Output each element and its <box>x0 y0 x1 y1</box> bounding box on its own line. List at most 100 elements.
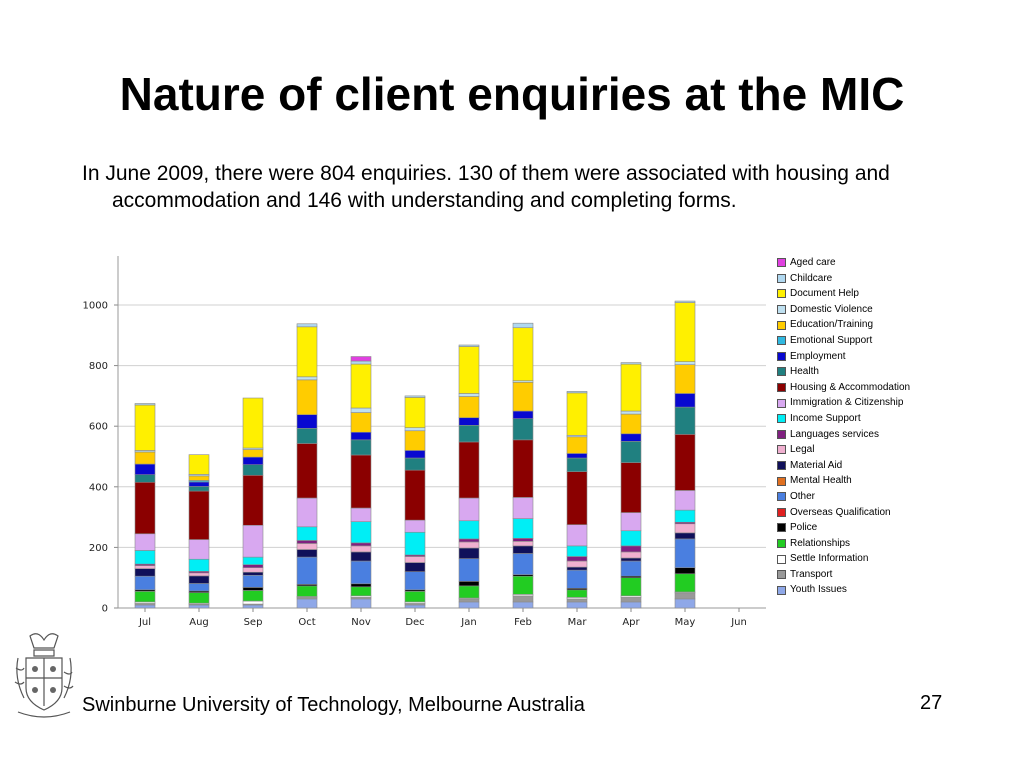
legend-item: Transport <box>777 567 1017 583</box>
bar-segment <box>134 474 156 483</box>
legend-item: Overseas Qualification <box>777 505 1017 521</box>
y-tick-label: 1000 <box>83 301 108 312</box>
bar-segment <box>134 463 156 475</box>
bar-segment <box>134 481 156 535</box>
bar-segment <box>404 556 426 563</box>
legend-swatch <box>777 492 786 502</box>
bar-segment <box>620 433 642 442</box>
bar-segment <box>458 538 480 543</box>
bar-segment <box>350 507 372 522</box>
bar-segment <box>134 575 156 591</box>
legend-label: Mental Health <box>790 475 852 487</box>
bar-segment <box>188 486 210 492</box>
bar-segment <box>566 524 588 547</box>
bar-segment <box>188 572 210 577</box>
bar-segment <box>242 574 264 588</box>
bar-segment <box>350 598 372 609</box>
legend-item: Domestic Violence <box>777 302 1017 318</box>
bar-segment <box>458 497 480 522</box>
legend-swatch <box>777 305 786 315</box>
bar-segment <box>242 604 264 609</box>
bar-segment <box>566 556 588 562</box>
bar-segment <box>242 464 264 476</box>
legend-item: Material Aid <box>777 458 1017 474</box>
bar-segment <box>188 481 210 487</box>
bar-segment <box>242 564 264 569</box>
bar-segment <box>620 512 642 532</box>
bar-segment <box>458 598 480 603</box>
bar-segment <box>404 571 426 591</box>
legend-swatch <box>777 414 786 424</box>
bar-segment <box>350 454 372 509</box>
bar-segment <box>620 530 642 547</box>
bar-segment <box>566 545 588 557</box>
bar-segment <box>404 427 426 432</box>
bar-segment <box>674 393 696 408</box>
x-tick-label: Aug <box>189 617 209 628</box>
bar-segment <box>620 545 642 553</box>
legend-label: Languages services <box>790 428 879 440</box>
bar-segment <box>350 363 372 409</box>
bar-segment <box>404 562 426 572</box>
bar-segment <box>620 560 642 577</box>
legend-item: Income Support <box>777 411 1017 427</box>
legend-item: Police <box>777 520 1017 536</box>
legend-item: Mental Health <box>777 473 1017 489</box>
x-tick-label: Jan <box>460 617 476 628</box>
bar-segment <box>620 557 642 562</box>
bar-segment <box>674 573 696 593</box>
bar-segment <box>296 556 318 585</box>
bar-segment <box>512 381 534 412</box>
bar-segment <box>620 462 642 513</box>
legend-label: Other <box>790 490 816 502</box>
legend-item: Legal <box>777 442 1017 458</box>
legend-item: Housing & Accommodation <box>777 380 1017 396</box>
y-tick-label: 600 <box>89 422 108 433</box>
bar-segment <box>188 475 210 481</box>
bar-segment <box>134 604 156 609</box>
bar-segment <box>404 604 426 609</box>
bar-segment <box>566 566 588 571</box>
bar-segment <box>296 414 318 429</box>
bar-segment <box>242 524 264 558</box>
legend-label: Childcare <box>790 272 833 284</box>
bar-segment <box>404 430 426 451</box>
bar-segment <box>674 538 696 569</box>
bar-segment <box>674 490 696 511</box>
bar-segment <box>242 556 264 565</box>
bar-segment <box>512 418 534 441</box>
legend-swatch <box>777 258 786 268</box>
bar-segment <box>134 565 156 569</box>
footer-text: Swinburne University of Technology, Melb… <box>82 694 585 716</box>
bar-segment <box>350 356 372 362</box>
bar-segment <box>296 326 318 378</box>
bar-segment <box>458 520 480 540</box>
bar-segment <box>350 542 372 547</box>
bar-segment <box>674 532 696 540</box>
x-tick-label: May <box>675 617 696 628</box>
legend-label: Education/Training <box>790 319 874 331</box>
bar-segment <box>296 443 318 499</box>
bar-segment <box>620 410 642 415</box>
legend-swatch <box>777 461 786 471</box>
legend-label: Youth Issues <box>790 584 847 596</box>
legend-item: Immigration & Citizenship <box>777 395 1017 411</box>
bar-segment <box>566 391 588 394</box>
bar-segment <box>458 346 480 394</box>
bar-segment <box>296 526 318 541</box>
legend-swatch <box>777 289 786 299</box>
legend-swatch <box>777 367 786 377</box>
bar-segment <box>566 569 588 589</box>
legend-label: Domestic Violence <box>790 303 873 315</box>
legend-swatch <box>777 554 786 564</box>
bar-segment <box>188 604 210 609</box>
bar-segment <box>566 392 588 436</box>
bar-segment <box>674 302 696 362</box>
bar-segment <box>350 586 372 597</box>
bar-segment <box>620 577 642 597</box>
y-tick-label: 0 <box>102 604 108 615</box>
bar-segment <box>458 581 480 587</box>
legend-item: Settle Information <box>777 551 1017 567</box>
bar-segment <box>350 521 372 544</box>
bar-segment <box>566 453 588 459</box>
